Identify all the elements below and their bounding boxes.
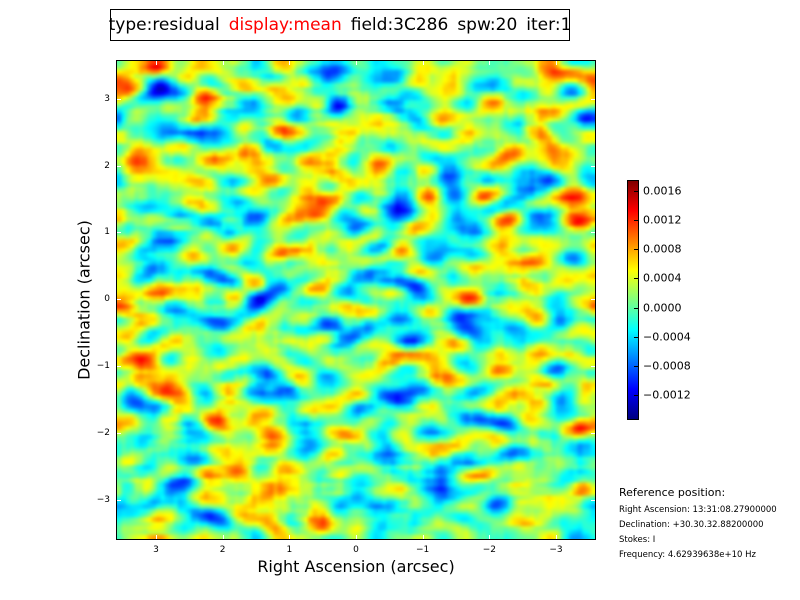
colorbar-tick: [634, 395, 639, 397]
y-tick: [591, 366, 595, 368]
colorbar-tick: [634, 220, 639, 222]
x-tick: [156, 61, 157, 65]
y-tick: [591, 232, 595, 234]
y-tick: [117, 499, 121, 501]
x-tick: [222, 535, 224, 539]
x-tick: [289, 61, 291, 65]
y-tick-label: −2: [96, 428, 110, 439]
colorbar-tick-label: 0.0004: [643, 271, 682, 285]
reference-ra: Right Ascension: 13:31:08.27900000: [619, 505, 777, 515]
colorbar: [627, 180, 639, 420]
heatmap-image: [117, 61, 595, 539]
title-iter: iter:1: [526, 15, 572, 35]
y-tick-label: −3: [96, 494, 110, 505]
y-axis-label: Declination (arcsec): [74, 220, 94, 380]
x-tick: [156, 535, 157, 539]
x-tick-label: −1: [416, 545, 430, 555]
colorbar-tick: [634, 249, 639, 251]
x-tick: [222, 61, 224, 65]
x-tick-label: −3: [549, 545, 563, 555]
y-tick: [117, 98, 121, 100]
y-tick: [591, 299, 595, 301]
y-tick: [591, 165, 595, 167]
title-display: display:mean: [228, 15, 342, 35]
y-tick: [117, 366, 121, 368]
y-tick: [117, 232, 121, 234]
plot-title-box: type:residual display:mean field:3C286 s…: [108, 9, 572, 41]
y-tick-label: 0: [104, 294, 110, 305]
y-tick: [117, 165, 121, 167]
colorbar-tick-label: −0.0008: [643, 359, 691, 373]
reference-heading: Reference position:: [619, 486, 726, 499]
x-tick: [556, 61, 557, 65]
y-tick: [117, 433, 121, 435]
x-tick: [489, 61, 491, 65]
colorbar-tick: [634, 366, 639, 368]
y-tick-label: −1: [96, 361, 110, 372]
y-tick: [591, 499, 595, 501]
colorbar-tick: [634, 336, 639, 338]
x-tick-label: 2: [219, 545, 226, 555]
x-tick: [422, 535, 424, 539]
reference-dec: Declination: +30.30.32.88200000: [619, 520, 764, 530]
colorbar-tick-label: 0.0012: [643, 213, 682, 227]
title-type: type:residual: [108, 15, 220, 35]
y-tick: [591, 98, 595, 100]
x-tick-label: −2: [482, 545, 496, 555]
y-tick-label: 1: [104, 227, 110, 238]
colorbar-tick-label: 0.0008: [643, 242, 682, 256]
x-tick-label: 0: [353, 545, 359, 555]
x-tick: [356, 535, 357, 539]
colorbar-tick-label: 0.0000: [643, 301, 682, 315]
residual-image-plot[interactable]: [116, 60, 596, 540]
colorbar-tick-label: −0.0012: [643, 388, 691, 402]
title-field: field:3C286: [350, 15, 449, 35]
colorbar-tick-label: 0.0016: [643, 184, 682, 198]
y-tick-label: 2: [104, 160, 110, 171]
y-tick: [117, 299, 121, 301]
reference-stokes: Stokes: I: [619, 535, 656, 545]
x-tick: [556, 535, 557, 539]
colorbar-tick-label: −0.0004: [643, 330, 691, 344]
colorbar-tick: [634, 190, 639, 192]
colorbar-tick: [634, 307, 639, 309]
x-tick: [356, 61, 357, 65]
y-tick-label: 3: [104, 93, 110, 104]
reference-position-panel: Reference position: Right Ascension: 13:…: [619, 486, 777, 565]
x-tick-label: 1: [286, 545, 293, 555]
title-spw: spw:20: [457, 15, 518, 35]
x-tick-label: 3: [153, 545, 159, 555]
x-axis-label: Right Ascension (arcsec): [257, 557, 455, 576]
x-tick: [489, 535, 491, 539]
colorbar-tick: [634, 278, 639, 280]
y-tick: [591, 433, 595, 435]
reference-frequency: Frequency: 4.62939638e+10 Hz: [619, 550, 756, 560]
x-tick: [289, 535, 291, 539]
x-tick: [422, 61, 424, 65]
